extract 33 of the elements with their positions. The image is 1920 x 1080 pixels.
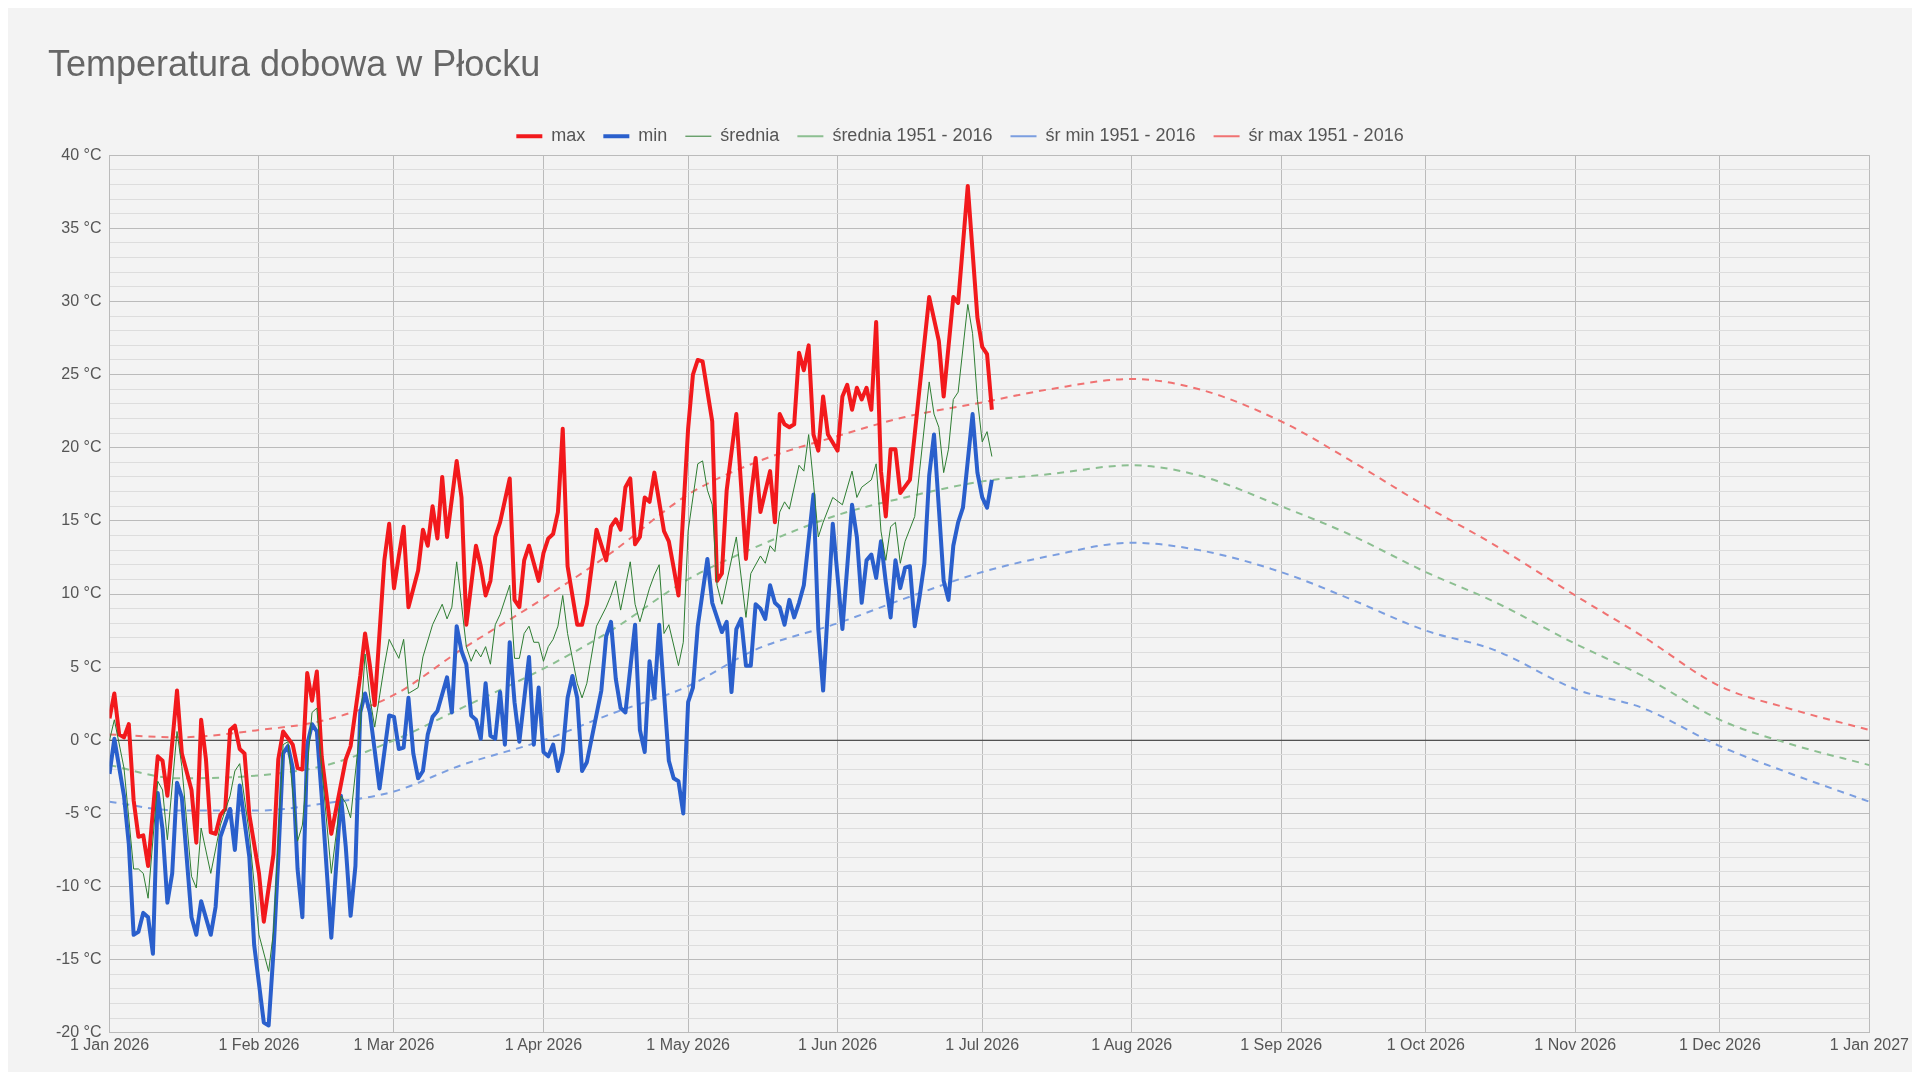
x-tick-label: 1 Aug 2026 xyxy=(1091,1035,1173,1053)
x-tick-label: 1 Jul 2026 xyxy=(945,1035,1020,1053)
x-tick-label: 1 Dec 2026 xyxy=(1679,1035,1761,1053)
x-tick-label: 1 Jan 2027 xyxy=(1829,1035,1910,1053)
y-tick-label: 30 °C xyxy=(61,291,102,309)
legend-label: max xyxy=(551,125,586,146)
chart-title: Temperatura dobowa w Płocku xyxy=(48,42,541,84)
x-tick-label: 1 May 2026 xyxy=(646,1035,731,1053)
y-tick-label: 0 °C xyxy=(70,730,102,748)
x-tick-label: 1 Apr 2026 xyxy=(504,1035,583,1053)
y-tick-label: 20 °C xyxy=(61,438,102,456)
legend-label: min xyxy=(638,125,668,146)
x-tick-label: 1 Nov 2026 xyxy=(1534,1035,1617,1053)
legend-label: średnia 1951 - 2016 xyxy=(832,125,993,146)
x-tick-label: 1 Sep 2026 xyxy=(1240,1035,1323,1053)
y-tick-label: -5 °C xyxy=(64,803,102,821)
y-tick-label: -10 °C xyxy=(55,876,102,894)
y-tick-label: 35 °C xyxy=(61,218,102,236)
x-tick-label: 1 Mar 2026 xyxy=(353,1035,435,1053)
legend-label: śr min 1951 - 2016 xyxy=(1045,125,1196,146)
line-series xyxy=(109,377,1870,739)
legend-label: średnia xyxy=(720,125,781,146)
y-tick-label: 15 °C xyxy=(61,511,102,529)
x-tick-label: 1 Jun 2026 xyxy=(797,1035,878,1053)
y-tick-label: 5 °C xyxy=(70,657,102,675)
x-tick-label: 1 Oct 2026 xyxy=(1386,1035,1466,1053)
legend-label: śr max 1951 - 2016 xyxy=(1248,125,1404,146)
y-tick-label: 10 °C xyxy=(61,584,102,602)
line-series xyxy=(109,541,1870,812)
y-tick-label: 40 °C xyxy=(61,145,102,163)
x-tick-label: 1 Feb 2026 xyxy=(218,1035,300,1053)
y-tick-label: 25 °C xyxy=(61,365,102,383)
y-tick-label: -15 °C xyxy=(55,950,102,968)
